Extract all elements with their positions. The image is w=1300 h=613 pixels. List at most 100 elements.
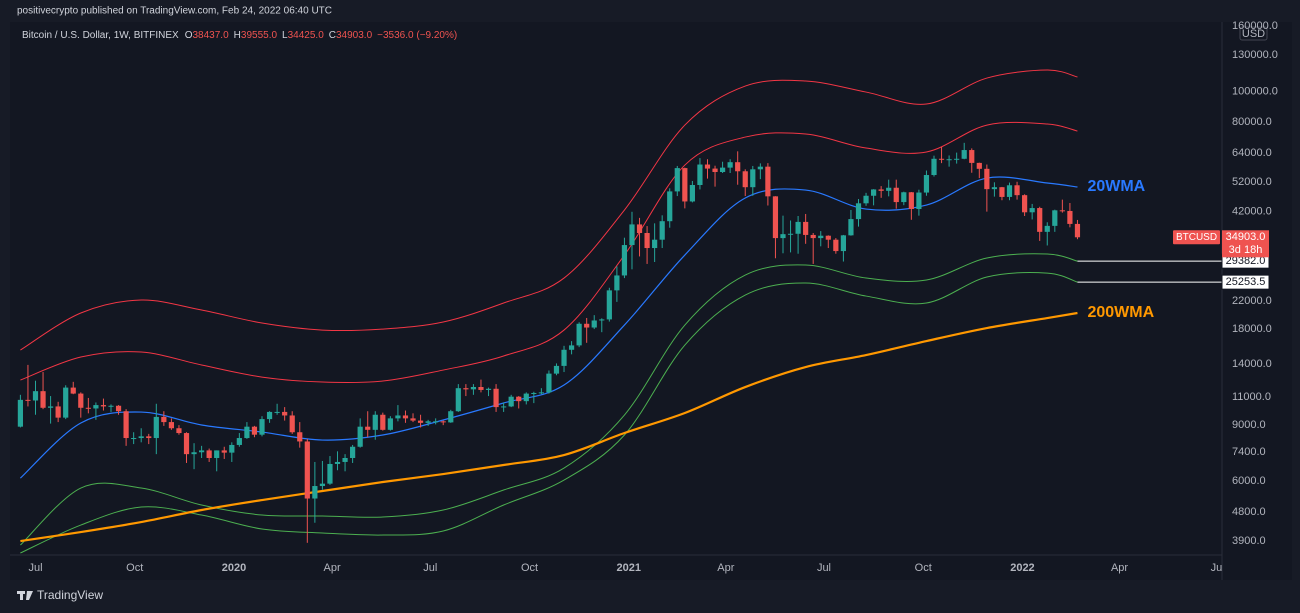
candle-body [901, 192, 907, 203]
candle-body [538, 392, 544, 394]
candle-body [493, 388, 499, 408]
x-tick-label: Apr [1111, 562, 1128, 574]
candle-body [531, 392, 537, 394]
candle-body [312, 486, 318, 499]
series-line [20, 272, 1078, 554]
candle-body [553, 365, 560, 374]
close-key: C [329, 30, 336, 41]
candle-body [772, 196, 779, 239]
x-tick-label: Apr [324, 562, 341, 574]
x-tick-label: Jul [28, 562, 42, 574]
candle-body [229, 444, 235, 453]
candle-body [25, 399, 31, 401]
candle-body [417, 420, 424, 423]
unit-label: USD [1242, 28, 1265, 40]
candle-body [803, 221, 809, 235]
x-tick-label: 2020 [222, 562, 246, 574]
candle-body [1037, 208, 1043, 232]
candle-body [357, 426, 363, 447]
candle-body [1022, 195, 1028, 213]
candle-body [818, 235, 824, 239]
candle-body [463, 388, 469, 390]
low-value: 34425.0 [288, 30, 325, 41]
candle-body [1044, 225, 1050, 232]
candle-body [199, 450, 205, 453]
open-key: O [185, 30, 193, 41]
candle-body [115, 405, 122, 412]
candle-body [244, 426, 250, 439]
x-tick-label: Apr [717, 562, 734, 574]
candle-body [636, 224, 643, 233]
candle-body [17, 399, 23, 427]
candle-body [40, 391, 46, 408]
candle-body [478, 387, 484, 390]
candle-body [742, 171, 748, 188]
candle-body [93, 405, 99, 409]
candle-body [395, 415, 401, 419]
candle-body [153, 416, 159, 439]
candle-body [652, 239, 658, 249]
candle-body [1059, 210, 1065, 212]
price-label: 25253.5 [1226, 276, 1266, 288]
logo-part [20, 591, 23, 600]
candle-body [961, 150, 967, 159]
countdown-label: 3d 18h [1229, 244, 1263, 256]
candle-body [123, 411, 129, 439]
plot-area [17, 69, 1081, 554]
candle-body [236, 438, 242, 445]
brand-name: TradingView [37, 588, 103, 602]
candle-body [591, 320, 597, 328]
candle-body [644, 232, 650, 249]
candle-body [176, 428, 182, 434]
candle-body [787, 233, 794, 235]
open-value: 38437.0 [193, 30, 230, 41]
candle-body [1074, 223, 1081, 238]
symbol-label: BTCUSD [1176, 232, 1217, 243]
candle-body [810, 234, 816, 239]
brand-logo [17, 591, 33, 600]
candle-body [614, 275, 620, 291]
candle-body [342, 457, 348, 462]
change-value: −3536.0 (−9.20%) [377, 30, 457, 41]
candle-body [1067, 210, 1073, 224]
candle-body [893, 187, 899, 203]
candle-body [100, 405, 107, 407]
candle-body [735, 162, 741, 172]
y-tick-label: 52000.0 [1232, 176, 1272, 188]
candle-body [780, 234, 786, 239]
y-tick-label: 100000.0 [1232, 85, 1278, 97]
low-key: L [282, 30, 288, 41]
series-label: 20WMA [1087, 178, 1145, 195]
candle-body [350, 446, 356, 458]
y-tick-label: 14000.0 [1232, 358, 1272, 370]
candle-body [825, 235, 831, 240]
candle-body [984, 168, 990, 190]
candle-body [47, 406, 54, 408]
candle-body [1029, 208, 1035, 213]
candle-body [757, 166, 763, 170]
candle-body [629, 224, 635, 246]
y-tick-label: 42000.0 [1232, 206, 1272, 218]
unit-box [1239, 26, 1268, 41]
y-tick-label: 4800.0 [1232, 506, 1266, 518]
candle-body [282, 411, 288, 416]
logo-part [26, 591, 33, 600]
series-line [20, 253, 1078, 546]
y-tick-label: 11000.0 [1232, 391, 1271, 403]
y-tick-label: 64000.0 [1232, 147, 1272, 159]
candle-body [131, 438, 137, 440]
candle-body [168, 422, 175, 429]
candle-body [221, 450, 227, 453]
candle-body [289, 415, 295, 433]
candle-body [750, 169, 756, 188]
candle-body [576, 323, 582, 346]
candle-body [976, 162, 982, 169]
series-line [20, 121, 1078, 384]
candle-body [501, 406, 507, 408]
candle-body [365, 426, 371, 430]
high-value: 39555.0 [241, 30, 278, 41]
candle-body [923, 175, 930, 193]
symbol-status: Bitcoin / U.S. Dollar, 1W, BITFINEX O3843… [22, 30, 457, 41]
series-line [20, 311, 1078, 543]
